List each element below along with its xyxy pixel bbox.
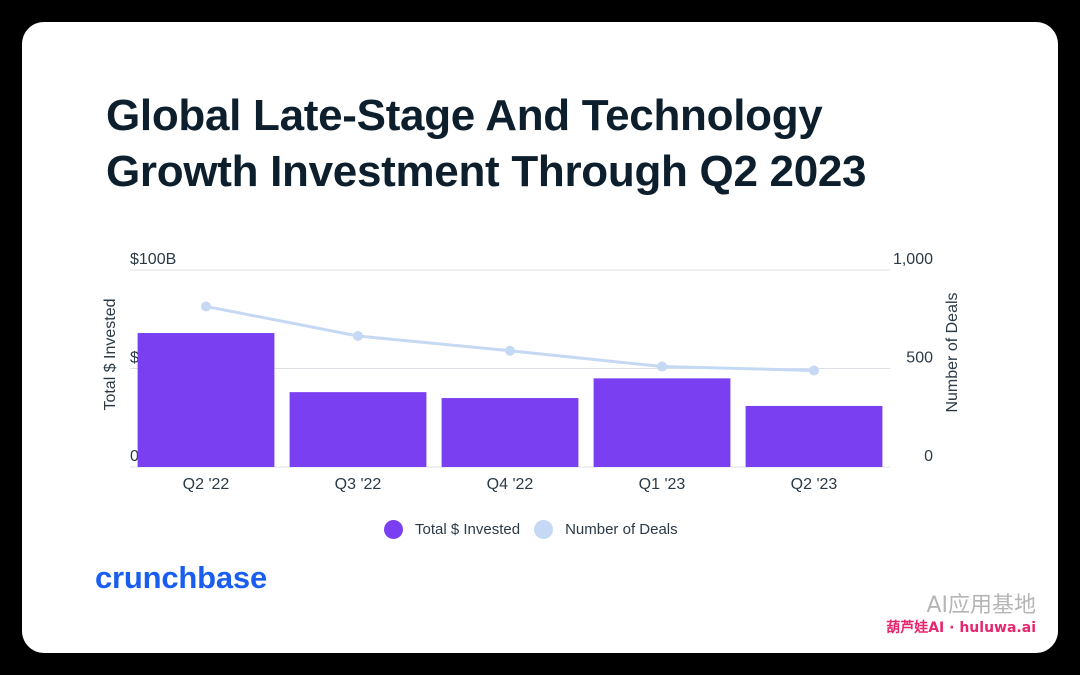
- deals-line: [205, 304, 815, 372]
- bar-3: [593, 378, 731, 467]
- y-right-tick-label: 500: [906, 350, 933, 367]
- y-left-tick-label: 0: [130, 448, 139, 465]
- y-right-tick-label: 1,000: [893, 251, 933, 268]
- chart-card: Global Late-Stage And Technology Growth …: [22, 22, 1058, 653]
- x-tick-label: Q4 '22: [487, 476, 534, 493]
- bar-0: [137, 333, 275, 467]
- chart-title-line-2: Growth Investment Through Q2 2023: [106, 147, 867, 196]
- watermark-subtitle: 葫芦娃AI · huluwa.ai: [886, 617, 1036, 637]
- deals-point-1: [353, 330, 363, 341]
- watermark-title: AI应用基地: [926, 593, 1036, 618]
- legend-label-invested: Total $ Invested: [415, 521, 521, 538]
- x-tick-label: Q2 '22: [183, 476, 230, 493]
- y-left-axis-title: Total $ Invested: [102, 298, 119, 410]
- legend-swatch-invested: [384, 520, 403, 539]
- legend-label-deals: Number of Deals: [565, 521, 678, 538]
- chart-title: Global Late-Stage And Technology Growth …: [106, 88, 966, 200]
- watermark-brand-cn: 葫芦娃AI: [886, 620, 945, 636]
- crunchbase-logo[interactable]: crunchbase: [95, 560, 268, 595]
- deals-point-3: [657, 361, 667, 372]
- watermark-domain: huluwa.ai: [959, 620, 1036, 636]
- y-left-tick-label: $100B: [130, 251, 176, 268]
- y-right-axis-title: Number of Deals: [944, 292, 961, 412]
- deals-point-2: [505, 345, 515, 356]
- x-tick-label: Q2 '23: [791, 476, 838, 493]
- legend-item-deals[interactable]: Number of Deals: [534, 520, 678, 539]
- x-tick-label: Q3 '22: [335, 476, 382, 493]
- bar-2: [441, 398, 579, 467]
- bar-1: [289, 392, 427, 467]
- legend-item-invested[interactable]: Total $ Invested: [384, 520, 520, 539]
- watermark-separator: ·: [949, 620, 955, 636]
- x-tick-label: Q1 '23: [639, 476, 686, 493]
- deals-point-4: [809, 365, 819, 376]
- bar-4: [745, 405, 883, 467]
- chart-title-line-1: Global Late-Stage And Technology: [106, 91, 823, 140]
- chart-legend: Total $ Invested Number of Deals: [384, 520, 692, 539]
- watermark: AI应用基地 葫芦娃AI · huluwa.ai: [886, 587, 1036, 637]
- legend-swatch-deals: [534, 520, 554, 539]
- deals-point-0: [201, 301, 211, 312]
- y-right-tick-label: 0: [924, 448, 933, 465]
